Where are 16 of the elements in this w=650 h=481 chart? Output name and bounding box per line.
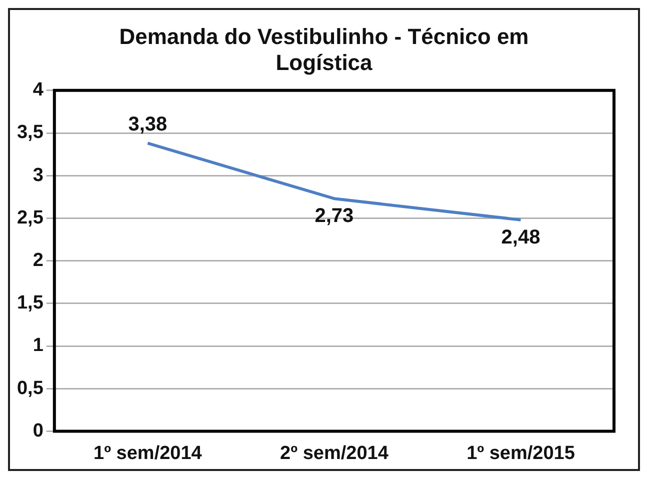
data-label: 3,38 (128, 114, 168, 136)
x-tick-label: 1º sem/2014 (93, 442, 202, 464)
x-tick-label: 1º sem/2015 (466, 442, 576, 464)
y-tick-label: 0,5 (16, 378, 44, 399)
y-tick-label: 4 (32, 80, 44, 101)
data-label: 2,48 (501, 226, 540, 248)
y-tick-label: 3 (32, 164, 44, 186)
y-tick-label: 0 (32, 420, 44, 442)
y-tick-label: 1,5 (16, 292, 44, 314)
chart-title: Demanda do Vestibulinho - Técnico em Logística (118, 24, 530, 76)
data-label: 2,73 (314, 205, 354, 228)
y-tick-label: 2 (32, 250, 44, 272)
y-tick-label: 3,5 (16, 122, 44, 144)
x-tick-label: 2º sem/2014 (280, 442, 389, 464)
y-tick-label: 1 (32, 335, 44, 356)
y-tick-label: 2,5 (16, 207, 44, 228)
